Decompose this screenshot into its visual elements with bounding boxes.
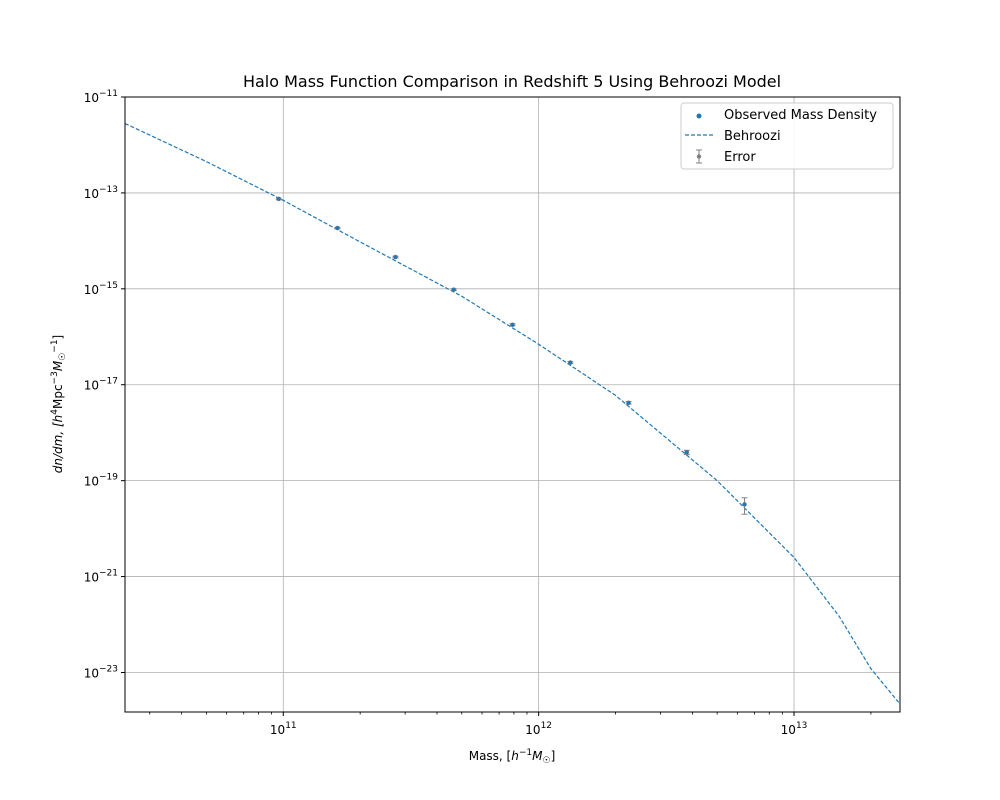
x-tick-label: 1012 — [525, 721, 552, 737]
behroozi-line-layer — [124, 122, 901, 705]
y-axis-label: dn/dm, [h4Mpc−3M☉−1] — [50, 335, 68, 474]
legend-label-behroozi: Behroozi — [724, 129, 781, 144]
data-point — [335, 226, 340, 230]
x-tick-label: 1013 — [781, 721, 808, 737]
grid — [125, 97, 900, 712]
data-point — [451, 287, 456, 292]
scatter-layer — [276, 197, 747, 507]
plot-frame — [124, 96, 901, 713]
data-point — [510, 322, 515, 327]
y-tick-label: 10−15 — [84, 281, 118, 297]
y-tick-label: 10−13 — [84, 185, 118, 201]
legend-box — [680, 102, 894, 170]
axis-ticks: 1011 1012 1013 10−11 10−13 10−15 10−17 10−19 10−… — [84, 89, 872, 737]
y-tick-label: 10−19 — [84, 473, 119, 489]
data-point — [742, 502, 747, 507]
y-tick-label: 10−21 — [84, 569, 118, 585]
y-tick-label: 10−17 — [84, 377, 118, 393]
data-point — [276, 197, 281, 201]
behroozi-line — [124, 122, 901, 705]
data-point — [684, 450, 689, 455]
legend-label-error: Error — [724, 150, 756, 165]
data-point — [568, 360, 573, 365]
x-tick-label: 1011 — [270, 721, 297, 737]
errorbar-layer — [275, 196, 748, 515]
legend-label-observed: Observed Mass Density — [724, 108, 877, 123]
legend: Observed Mass Density Behroozi Error — [680, 102, 894, 170]
data-point — [393, 255, 398, 259]
y-tick-label: 10−23 — [84, 664, 118, 680]
x-axis-label: Mass, [h−1M☉] — [469, 748, 556, 766]
legend-marker-observed — [696, 113, 702, 119]
data-point — [626, 401, 631, 405]
chart-title: Halo Mass Function Comparison in Redshif… — [243, 72, 781, 91]
y-tick-label: 10−11 — [84, 89, 118, 105]
legend-marker-error — [696, 149, 702, 164]
